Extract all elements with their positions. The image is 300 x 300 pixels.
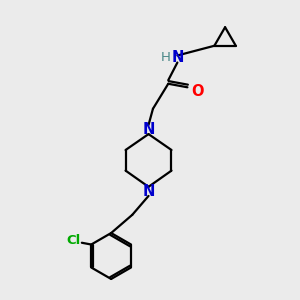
Text: O: O (191, 84, 203, 99)
Text: N: N (171, 50, 184, 65)
Text: Cl: Cl (67, 234, 81, 247)
Text: H: H (161, 51, 170, 64)
Text: N: N (142, 122, 155, 137)
Text: N: N (142, 184, 155, 199)
